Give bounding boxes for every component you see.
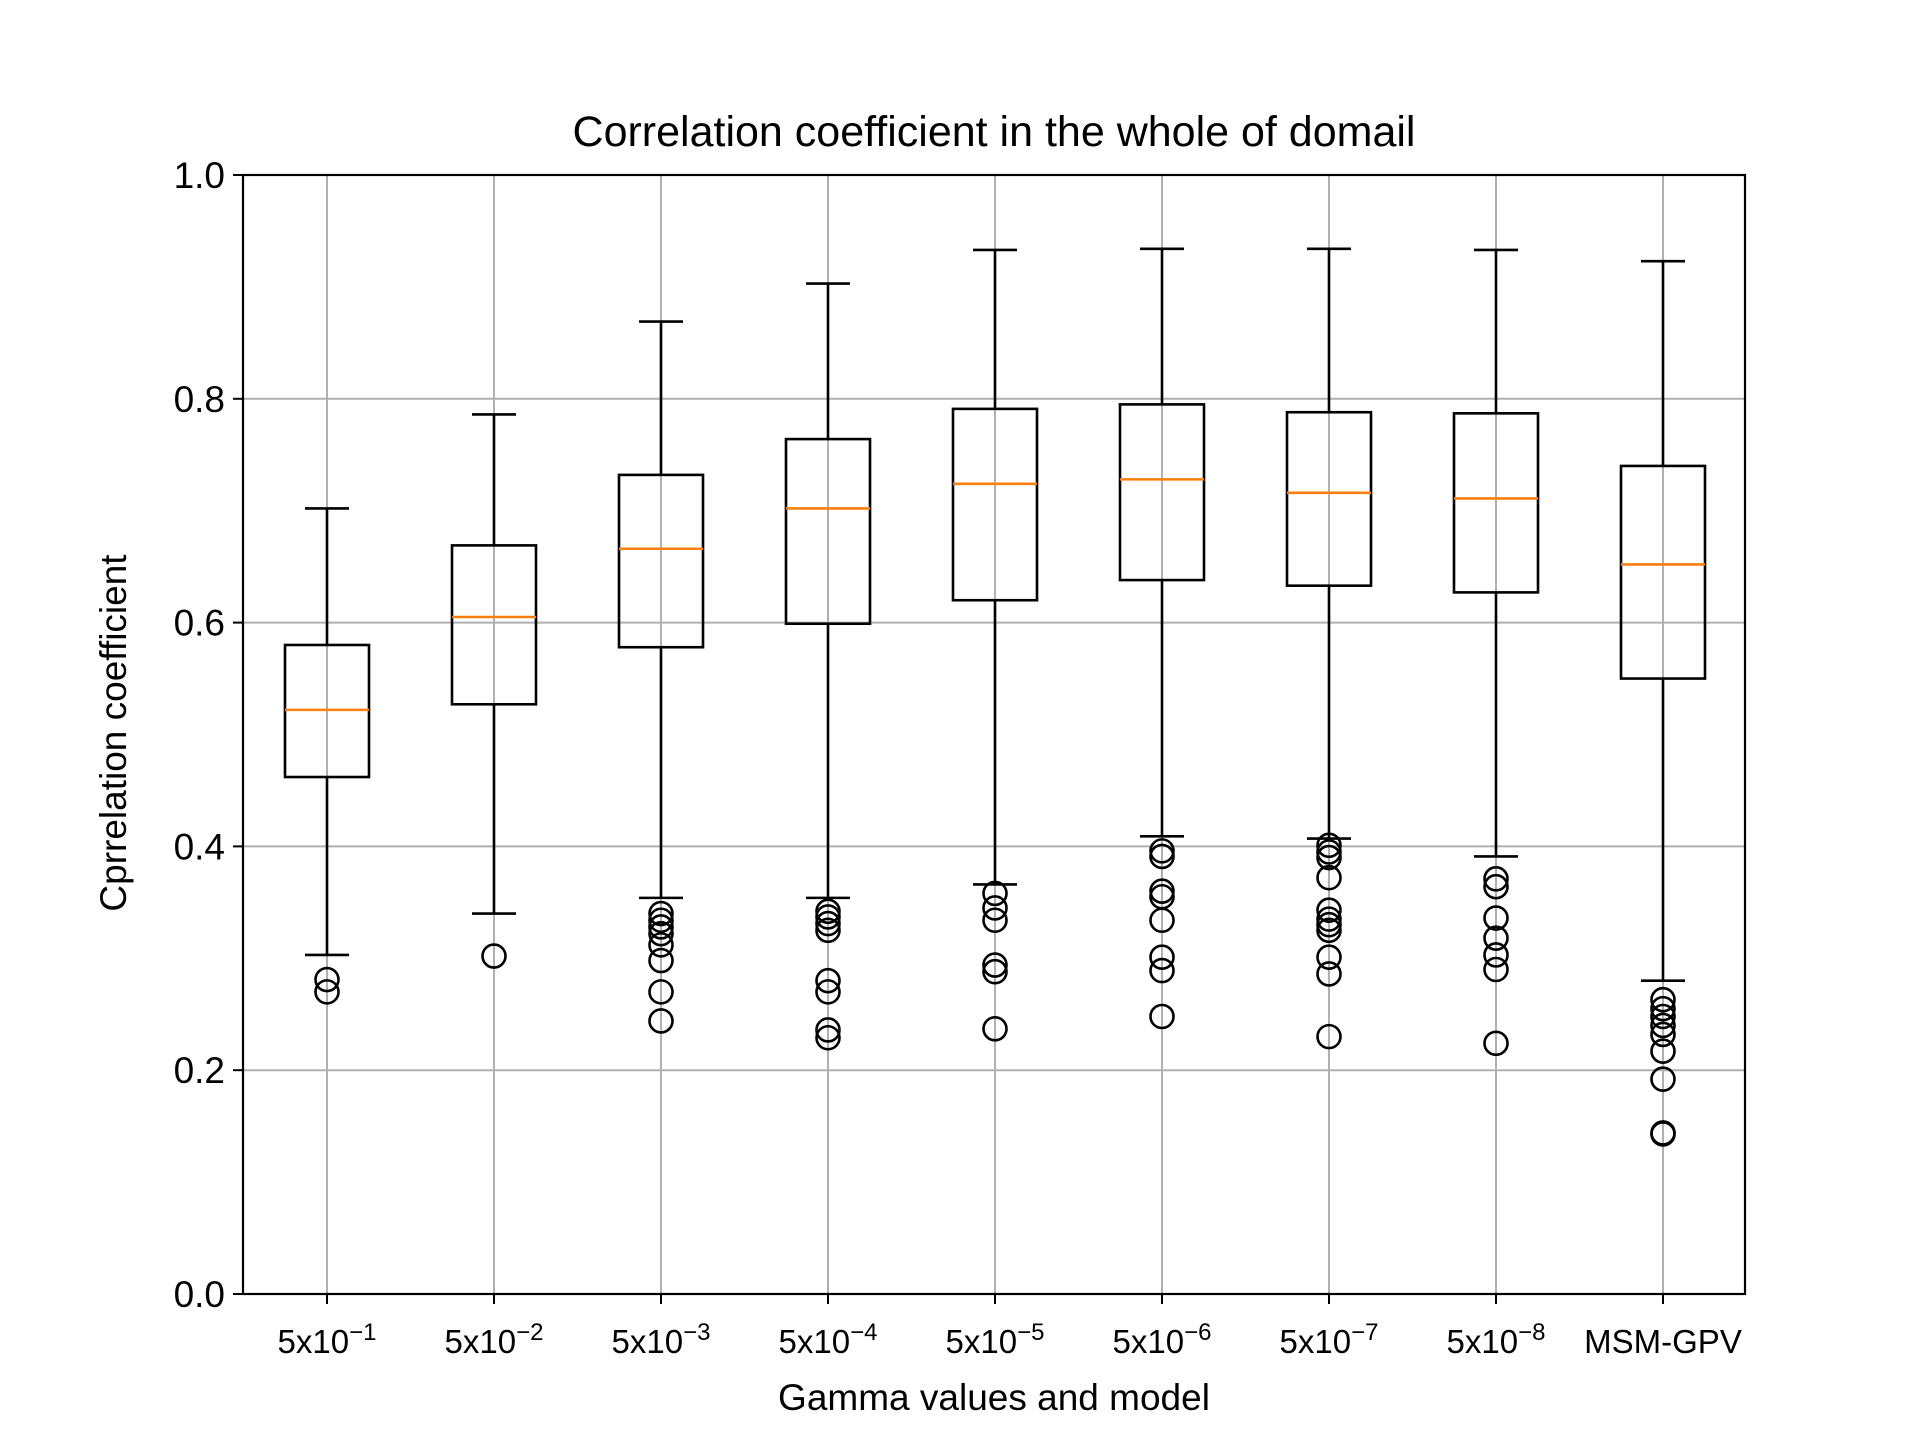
iqr-box bbox=[450, 544, 538, 706]
outlier-point bbox=[1483, 956, 1509, 983]
outlier-point bbox=[1483, 1030, 1509, 1057]
box-group bbox=[1285, 247, 1373, 1050]
outlier-point bbox=[1650, 1021, 1676, 1048]
outlier-point bbox=[1316, 1023, 1342, 1050]
tick-layer: 0.0 0.2 0.4 0.6 0.8 1.0 5x10−1 5x10−2 5x10−3 5x10… bbox=[174, 155, 1742, 1360]
outlier-point bbox=[1149, 907, 1175, 934]
outlier-point bbox=[1316, 864, 1342, 891]
outlier-point bbox=[815, 1024, 841, 1051]
iqr-box bbox=[1619, 464, 1707, 680]
outlier-point bbox=[1650, 995, 1676, 1022]
outlier-point bbox=[648, 900, 674, 927]
outlier-point bbox=[1316, 961, 1342, 987]
outlier-point bbox=[648, 947, 674, 974]
box-layer bbox=[283, 247, 1707, 1147]
x-axis-label: Gamma values and model bbox=[778, 1377, 1210, 1418]
outlier-point bbox=[1650, 1038, 1676, 1064]
outlier-point bbox=[982, 958, 1008, 985]
iqr-box bbox=[784, 437, 872, 626]
outlier-point bbox=[1650, 1121, 1676, 1147]
box-group bbox=[1619, 259, 1707, 1147]
outlier-point bbox=[1316, 832, 1342, 859]
x-tick-label: 5x10−7 bbox=[1280, 1319, 1379, 1360]
outlier-point bbox=[982, 880, 1008, 907]
chart-title: Correlation coefficient in the whole of … bbox=[573, 108, 1416, 156]
outlier-point bbox=[648, 914, 674, 940]
x-tick-label: 5x10−2 bbox=[445, 1319, 544, 1360]
outlier-point bbox=[1483, 873, 1509, 900]
outlier-point bbox=[314, 966, 340, 993]
outlier-point bbox=[314, 979, 340, 1005]
outlier-point bbox=[1483, 905, 1509, 931]
x-tick-label: 5x10−1 bbox=[278, 1319, 377, 1360]
outlier-point bbox=[648, 1008, 674, 1034]
outlier-point bbox=[1316, 897, 1342, 923]
iqr-box bbox=[1452, 412, 1540, 594]
y-axis-label: Cprrelation coefficient bbox=[93, 554, 134, 912]
outlier-point bbox=[1149, 843, 1175, 870]
outlier-point bbox=[815, 910, 841, 937]
y-tick-label: 0.0 bbox=[174, 1274, 225, 1315]
outlier-point bbox=[1149, 944, 1175, 970]
y-tick-label: 0.4 bbox=[174, 826, 225, 867]
outlier-point bbox=[1316, 844, 1342, 871]
outlier-point bbox=[481, 943, 507, 969]
iqr-box bbox=[617, 473, 705, 649]
box-group bbox=[617, 320, 705, 1034]
box-group bbox=[951, 248, 1039, 1042]
y-tick-label: 1.0 bbox=[174, 155, 225, 196]
outlier-point bbox=[1483, 866, 1509, 892]
y-tick-label: 0.6 bbox=[174, 603, 225, 644]
outlier-point bbox=[982, 1015, 1008, 1042]
outlier-point bbox=[648, 920, 674, 947]
y-tick-label: 0.2 bbox=[174, 1050, 225, 1091]
outlier-point bbox=[815, 979, 841, 1005]
outlier-point bbox=[1650, 1012, 1676, 1039]
box-group bbox=[283, 507, 371, 1005]
outlier-point bbox=[1650, 1003, 1676, 1030]
iqr-box bbox=[1285, 410, 1373, 587]
box-group bbox=[450, 413, 538, 969]
outlier-point bbox=[648, 907, 674, 934]
outlier-point bbox=[982, 907, 1008, 934]
outlier-point bbox=[648, 979, 674, 1005]
x-tick-label: 5x10−6 bbox=[1113, 1319, 1212, 1360]
outlier-point bbox=[1650, 1066, 1676, 1092]
y-tick-label: 0.8 bbox=[174, 379, 225, 420]
x-tick-label: 5x10−3 bbox=[612, 1319, 711, 1360]
outlier-point bbox=[1149, 1003, 1175, 1030]
outlier-point bbox=[982, 895, 1008, 921]
box-group bbox=[784, 282, 872, 1051]
outlier-point bbox=[1650, 986, 1676, 1013]
x-tick-label: 5x10−4 bbox=[779, 1319, 878, 1360]
outlier-point bbox=[1316, 944, 1342, 970]
box-group bbox=[1118, 247, 1206, 1030]
outlier-point bbox=[1149, 957, 1175, 984]
outlier-point bbox=[1483, 942, 1509, 968]
iqr-box bbox=[1118, 403, 1206, 582]
box-group bbox=[1452, 248, 1540, 1057]
outlier-point bbox=[815, 1017, 841, 1043]
outlier-point bbox=[648, 932, 674, 958]
outlier-point bbox=[815, 967, 841, 994]
x-tick-label: 5x10−5 bbox=[946, 1319, 1045, 1360]
outlier-point bbox=[1483, 925, 1509, 951]
outlier-point bbox=[982, 952, 1008, 978]
x-tick-label: 5x10−8 bbox=[1447, 1319, 1546, 1360]
outlier-point bbox=[1316, 917, 1342, 944]
outlier-point bbox=[815, 904, 841, 930]
x-tick-label: MSM-GPV bbox=[1584, 1323, 1742, 1360]
iqr-box bbox=[951, 407, 1039, 602]
outlier-point bbox=[815, 917, 841, 944]
